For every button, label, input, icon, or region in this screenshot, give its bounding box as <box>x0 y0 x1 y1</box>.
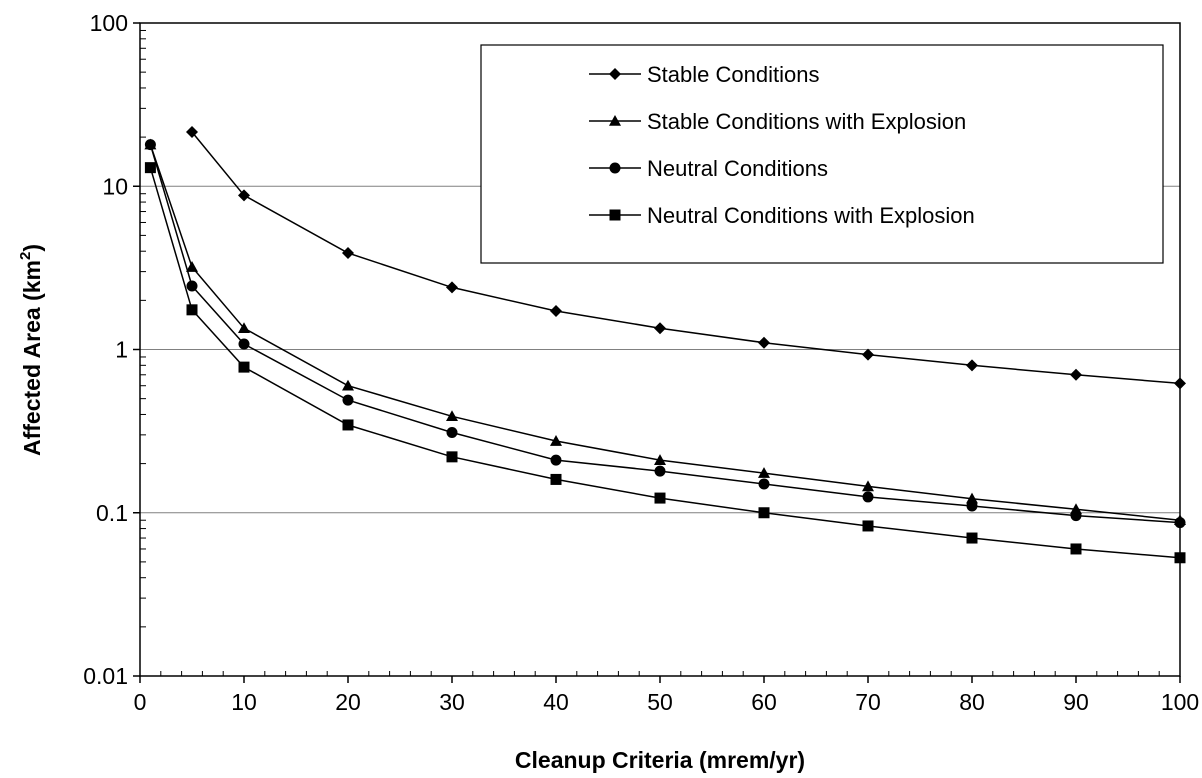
data-point-triangle <box>238 322 250 334</box>
data-point-circle <box>342 394 354 406</box>
data-point-diamond <box>1070 368 1082 381</box>
data-point-square <box>550 473 562 485</box>
data-point-circle <box>186 280 198 292</box>
y-tick-label: 1 <box>115 337 128 363</box>
legend-marker-diamond <box>609 68 621 80</box>
data-point-diamond <box>238 189 250 202</box>
legend-entry: Stable Conditions <box>589 62 819 87</box>
data-point-circle <box>862 491 874 503</box>
data-point-square <box>238 361 250 373</box>
data-point-diamond <box>342 247 354 260</box>
x-tick-label: 90 <box>1063 689 1089 715</box>
data-point-triangle <box>550 435 562 446</box>
series-line <box>149 144 1181 521</box>
legend-marker-circle <box>609 162 621 174</box>
x-tick-label: 50 <box>647 689 673 715</box>
data-point-circle <box>654 465 666 477</box>
x-tick-label: 30 <box>439 689 465 715</box>
series-line <box>149 167 1181 559</box>
data-point-diamond <box>654 322 666 335</box>
data-point-triangle <box>186 261 198 272</box>
data-point-square <box>186 304 198 316</box>
legend-entry: Neutral Conditions <box>589 156 828 181</box>
series-line <box>149 144 1181 524</box>
data-point-diamond <box>966 359 978 372</box>
data-point-diamond <box>446 281 458 294</box>
data-point-triangle <box>966 492 978 504</box>
series-1 <box>186 125 1186 390</box>
y-tick-label: 100 <box>90 10 128 36</box>
data-point-square <box>654 492 666 504</box>
data-point-square <box>342 419 354 431</box>
data-point-diamond <box>1174 377 1186 390</box>
legend-label: Stable Conditions <box>647 62 819 87</box>
x-tick-label: 70 <box>855 689 881 715</box>
legend-label: Stable Conditions with Explosion <box>647 109 966 134</box>
data-point-diamond <box>758 336 770 349</box>
legend-box <box>480 44 1164 264</box>
y-axis-title-end: ) <box>19 244 45 252</box>
data-point-square <box>862 520 874 532</box>
y-axis-title-sup: 2 <box>17 252 34 260</box>
series-group <box>144 125 1186 564</box>
data-point-circle <box>1070 510 1082 522</box>
data-point-triangle <box>862 480 874 492</box>
data-point-square <box>144 162 156 174</box>
data-point-circle <box>966 500 978 512</box>
x-tick-label: 80 <box>959 689 985 715</box>
data-point-circle <box>550 454 562 466</box>
legend-label: Neutral Conditions with Explosion <box>647 203 975 228</box>
data-point-circle <box>238 338 250 350</box>
data-point-square <box>1174 552 1186 564</box>
x-tick-label: 20 <box>335 689 361 715</box>
y-axis-title: Affected Area (km2) <box>17 244 45 456</box>
x-tick-label: 100 <box>1161 689 1199 715</box>
data-point-square <box>446 451 458 463</box>
x-tick-label: 0 <box>134 689 147 715</box>
data-point-circle <box>758 478 770 490</box>
legend-entry: Stable Conditions with Explosion <box>589 109 966 134</box>
legend: Stable Conditions Stable Conditions with … <box>480 44 1164 264</box>
legend-marker-square <box>609 209 621 221</box>
legend-label: Neutral Conditions <box>647 156 828 181</box>
axes: 0.01 0.1 1 10 100 0 10 20 30 40 50 60 70 80 90 100 <box>83 10 1199 715</box>
x-tick-label: 10 <box>231 689 257 715</box>
data-point-triangle <box>654 454 666 465</box>
y-tick-label: 0.01 <box>83 663 128 689</box>
data-point-triangle <box>342 379 354 391</box>
data-point-triangle <box>446 410 458 422</box>
data-point-circle <box>446 427 458 439</box>
data-point-square <box>966 532 978 544</box>
data-point-triangle <box>758 467 770 478</box>
y-tick-label: 0.1 <box>96 500 128 526</box>
x-tick-label: 40 <box>543 689 569 715</box>
x-axis-title: Cleanup Criteria (mrem/yr) <box>515 747 805 773</box>
legend-marker-triangle <box>609 115 621 126</box>
x-tick-label: 60 <box>751 689 777 715</box>
y-tick-label: 10 <box>102 173 128 199</box>
data-point-square <box>1070 543 1082 555</box>
data-point-diamond <box>186 125 198 138</box>
data-point-diamond <box>862 348 874 361</box>
legend-entry: Neutral Conditions with Explosion <box>589 203 975 228</box>
y-axis-title-main: Affected Area (km <box>19 260 45 456</box>
series-3 <box>144 139 1186 529</box>
data-point-circle <box>1174 517 1186 529</box>
data-point-circle <box>144 139 156 151</box>
data-point-square <box>758 507 770 519</box>
series-4 <box>144 162 1186 564</box>
data-point-diamond <box>550 305 562 318</box>
